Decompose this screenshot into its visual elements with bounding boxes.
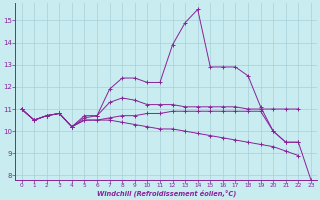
X-axis label: Windchill (Refroidissement éolien,°C): Windchill (Refroidissement éolien,°C) xyxy=(97,190,236,197)
